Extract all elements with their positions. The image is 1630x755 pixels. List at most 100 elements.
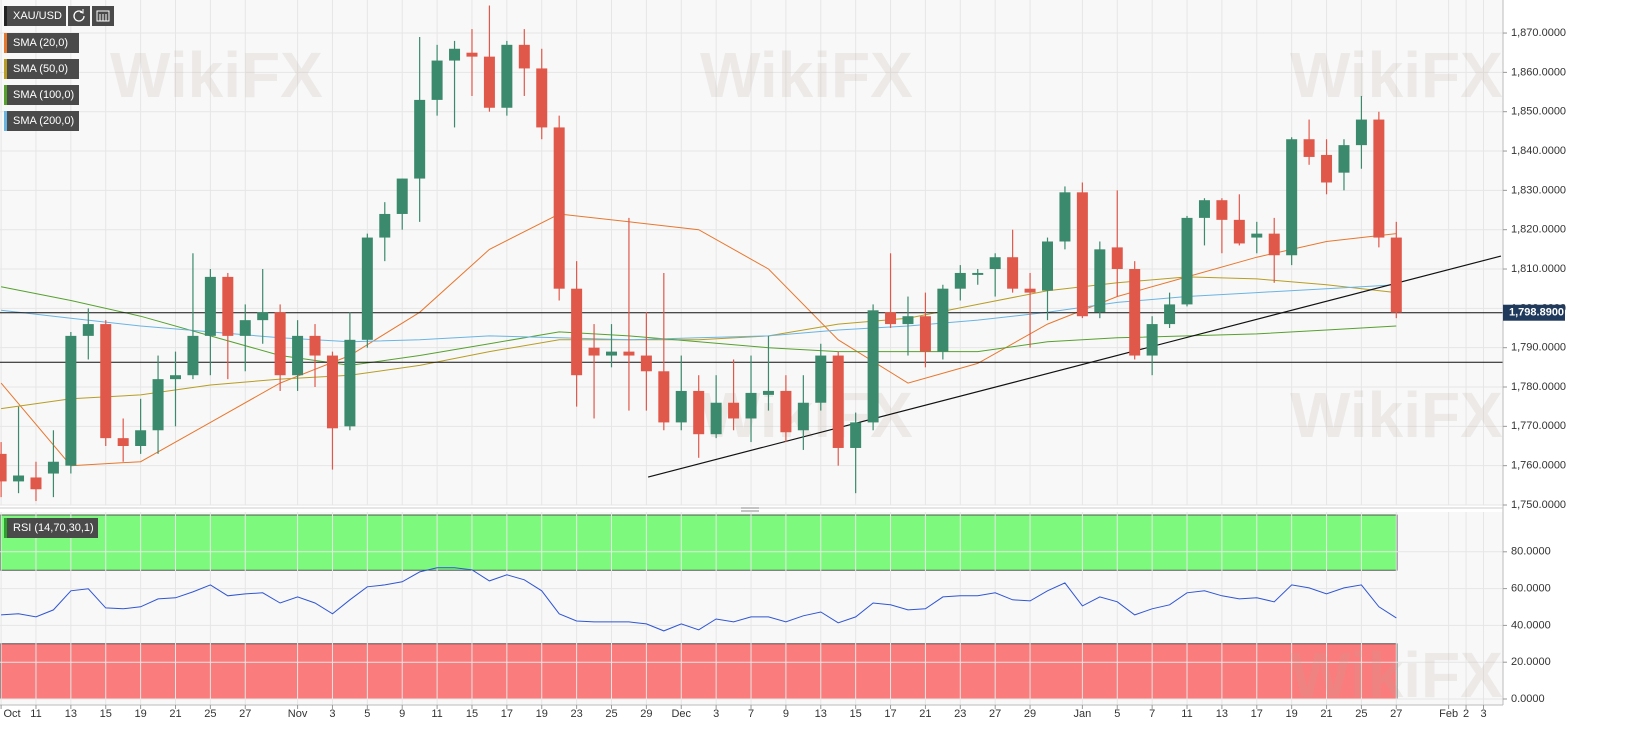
candle-body	[658, 371, 670, 423]
candle-body	[623, 351, 635, 356]
candle-body	[728, 402, 740, 419]
candle-body	[1216, 200, 1228, 220]
x-tick-label: 17	[884, 708, 896, 720]
candle-body	[1076, 192, 1088, 317]
candle-body	[135, 430, 147, 447]
settings-button[interactable]	[92, 6, 114, 26]
candle-body	[640, 355, 652, 372]
y-tick-label: 1,850.0000	[1511, 106, 1566, 118]
y-tick-label: 1,840.0000	[1511, 145, 1566, 157]
rsi-zone	[0, 514, 1398, 571]
x-tick-label: 21	[919, 708, 931, 720]
candle-body	[937, 288, 949, 352]
x-tick-label: 13	[65, 708, 77, 720]
x-tick-label: 19	[536, 708, 548, 720]
legend-box	[4, 33, 79, 53]
candle-body	[919, 316, 931, 352]
candle-body	[536, 68, 548, 128]
x-tick-label: 15	[850, 708, 862, 720]
y-tick-label: 1,790.0000	[1511, 342, 1566, 354]
x-tick-label: 23	[954, 708, 966, 720]
symbol-label: XAU/USD	[13, 10, 62, 22]
candle-body	[780, 390, 792, 433]
x-tick-label: 27	[1390, 708, 1402, 720]
candle-body	[1321, 154, 1333, 183]
x-tick-label: 27	[239, 708, 251, 720]
legend-item[interactable]: SMA (20,0)	[4, 33, 79, 53]
x-tick-label: 5	[1114, 708, 1120, 720]
x-tick-label: 17	[501, 708, 513, 720]
sma-line	[1, 276, 1397, 410]
sma-line	[1, 286, 1397, 366]
candle-body	[571, 288, 583, 376]
x-tick-label: 17	[1251, 708, 1263, 720]
y-tick-label: 1,830.0000	[1511, 184, 1566, 196]
candle-body	[797, 402, 809, 431]
x-tick-label: 11	[431, 708, 442, 720]
candle-body	[1355, 119, 1367, 146]
candle-body	[1007, 257, 1019, 289]
x-tick-label: 29	[640, 708, 652, 720]
candle-body	[1164, 304, 1176, 325]
candle-body	[13, 475, 25, 482]
legend-swatch	[4, 85, 7, 105]
candle-body	[553, 127, 565, 289]
x-tick-label: 9	[783, 708, 789, 720]
candle-body	[1129, 269, 1141, 356]
x-tick-label: 25	[605, 708, 617, 720]
candle-body	[222, 276, 234, 336]
x-tick-label: 3	[713, 708, 719, 720]
x-tick-label: 5	[364, 708, 370, 720]
candle-body	[1268, 233, 1280, 256]
candle-body	[431, 60, 443, 100]
candle-body	[902, 316, 914, 325]
candle-body	[710, 402, 722, 435]
x-tick-label: 25	[204, 708, 216, 720]
symbol-button[interactable]: XAU/USD	[4, 6, 66, 26]
candle-body	[1146, 324, 1158, 356]
rsi-line	[1, 567, 1397, 632]
watermark: WikiFX	[1290, 39, 1503, 111]
candle-body	[850, 422, 862, 448]
candle-body	[326, 355, 338, 429]
legend-label: SMA (20,0)	[13, 37, 68, 49]
candle-body	[501, 44, 513, 108]
candle-body	[1059, 192, 1071, 242]
legend-box	[4, 111, 79, 131]
candle-body	[204, 276, 216, 336]
candle-body	[1390, 237, 1402, 313]
price-tag	[1503, 304, 1565, 321]
y-tick-label: 1,780.0000	[1511, 381, 1566, 393]
candle-body	[466, 52, 478, 57]
candle-body	[309, 335, 321, 356]
y-tick-label: 1,770.0000	[1511, 420, 1566, 432]
legend-item[interactable]: SMA (200,0)	[4, 111, 79, 131]
candle-body	[1181, 217, 1193, 305]
candle-body	[954, 272, 966, 289]
x-tick-label: 7	[1149, 708, 1155, 720]
candle-body	[1233, 219, 1245, 244]
candle-body	[745, 392, 757, 419]
candle-body	[47, 461, 59, 474]
refresh-button[interactable]	[68, 6, 90, 26]
x-tick-label: 2	[1463, 708, 1469, 720]
candle-body	[274, 312, 286, 376]
candle-body	[1286, 139, 1298, 256]
candle-body	[152, 379, 164, 431]
y-tick-label: 0.0000	[1511, 693, 1545, 705]
legend-item[interactable]: SMA (50,0)	[4, 59, 79, 79]
candle-body	[1094, 249, 1106, 313]
candle-body	[449, 48, 461, 61]
candle-body	[693, 390, 705, 435]
rsi-legend[interactable]: RSI (14,70,30,1)	[4, 518, 98, 538]
candle-body	[483, 56, 495, 108]
legend-box	[4, 85, 79, 105]
candle-body	[606, 351, 617, 356]
divider-handle[interactable]	[741, 507, 759, 512]
x-tick-label: 11	[1181, 708, 1192, 720]
candle-body	[518, 44, 530, 69]
legend-item[interactable]: SMA (100,0)	[4, 85, 79, 105]
candle-body	[396, 178, 408, 214]
candle-body	[588, 347, 600, 356]
candle-body	[1251, 233, 1263, 238]
